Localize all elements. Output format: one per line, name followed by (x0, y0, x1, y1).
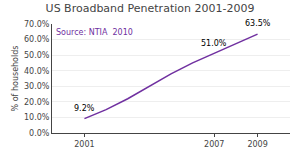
svg-text:51.0%: 51.0% (201, 39, 227, 48)
svg-text:50.0%: 50.0% (24, 51, 50, 60)
svg-text:% of households: % of households (11, 46, 20, 112)
svg-text:70.0%: 70.0% (24, 20, 50, 29)
svg-text:30.0%: 30.0% (24, 82, 50, 91)
svg-text:60.0%: 60.0% (24, 35, 50, 44)
svg-text:63.5%: 63.5% (245, 19, 271, 28)
svg-text:2001: 2001 (74, 140, 94, 149)
svg-text:9.2%: 9.2% (74, 104, 95, 113)
svg-text:40.0%: 40.0% (24, 67, 50, 76)
svg-text:0.0%: 0.0% (29, 129, 50, 138)
svg-text:2007: 2007 (204, 140, 224, 149)
svg-text:2009: 2009 (247, 140, 267, 149)
svg-text:US Broadband Penetration 2001-: US Broadband Penetration 2001-2009 (46, 2, 255, 15)
svg-text:10.0%: 10.0% (24, 113, 50, 122)
svg-text:Source: NTIA 2010: Source: NTIA 2010 (56, 28, 133, 37)
svg-text:20.0%: 20.0% (24, 98, 50, 107)
